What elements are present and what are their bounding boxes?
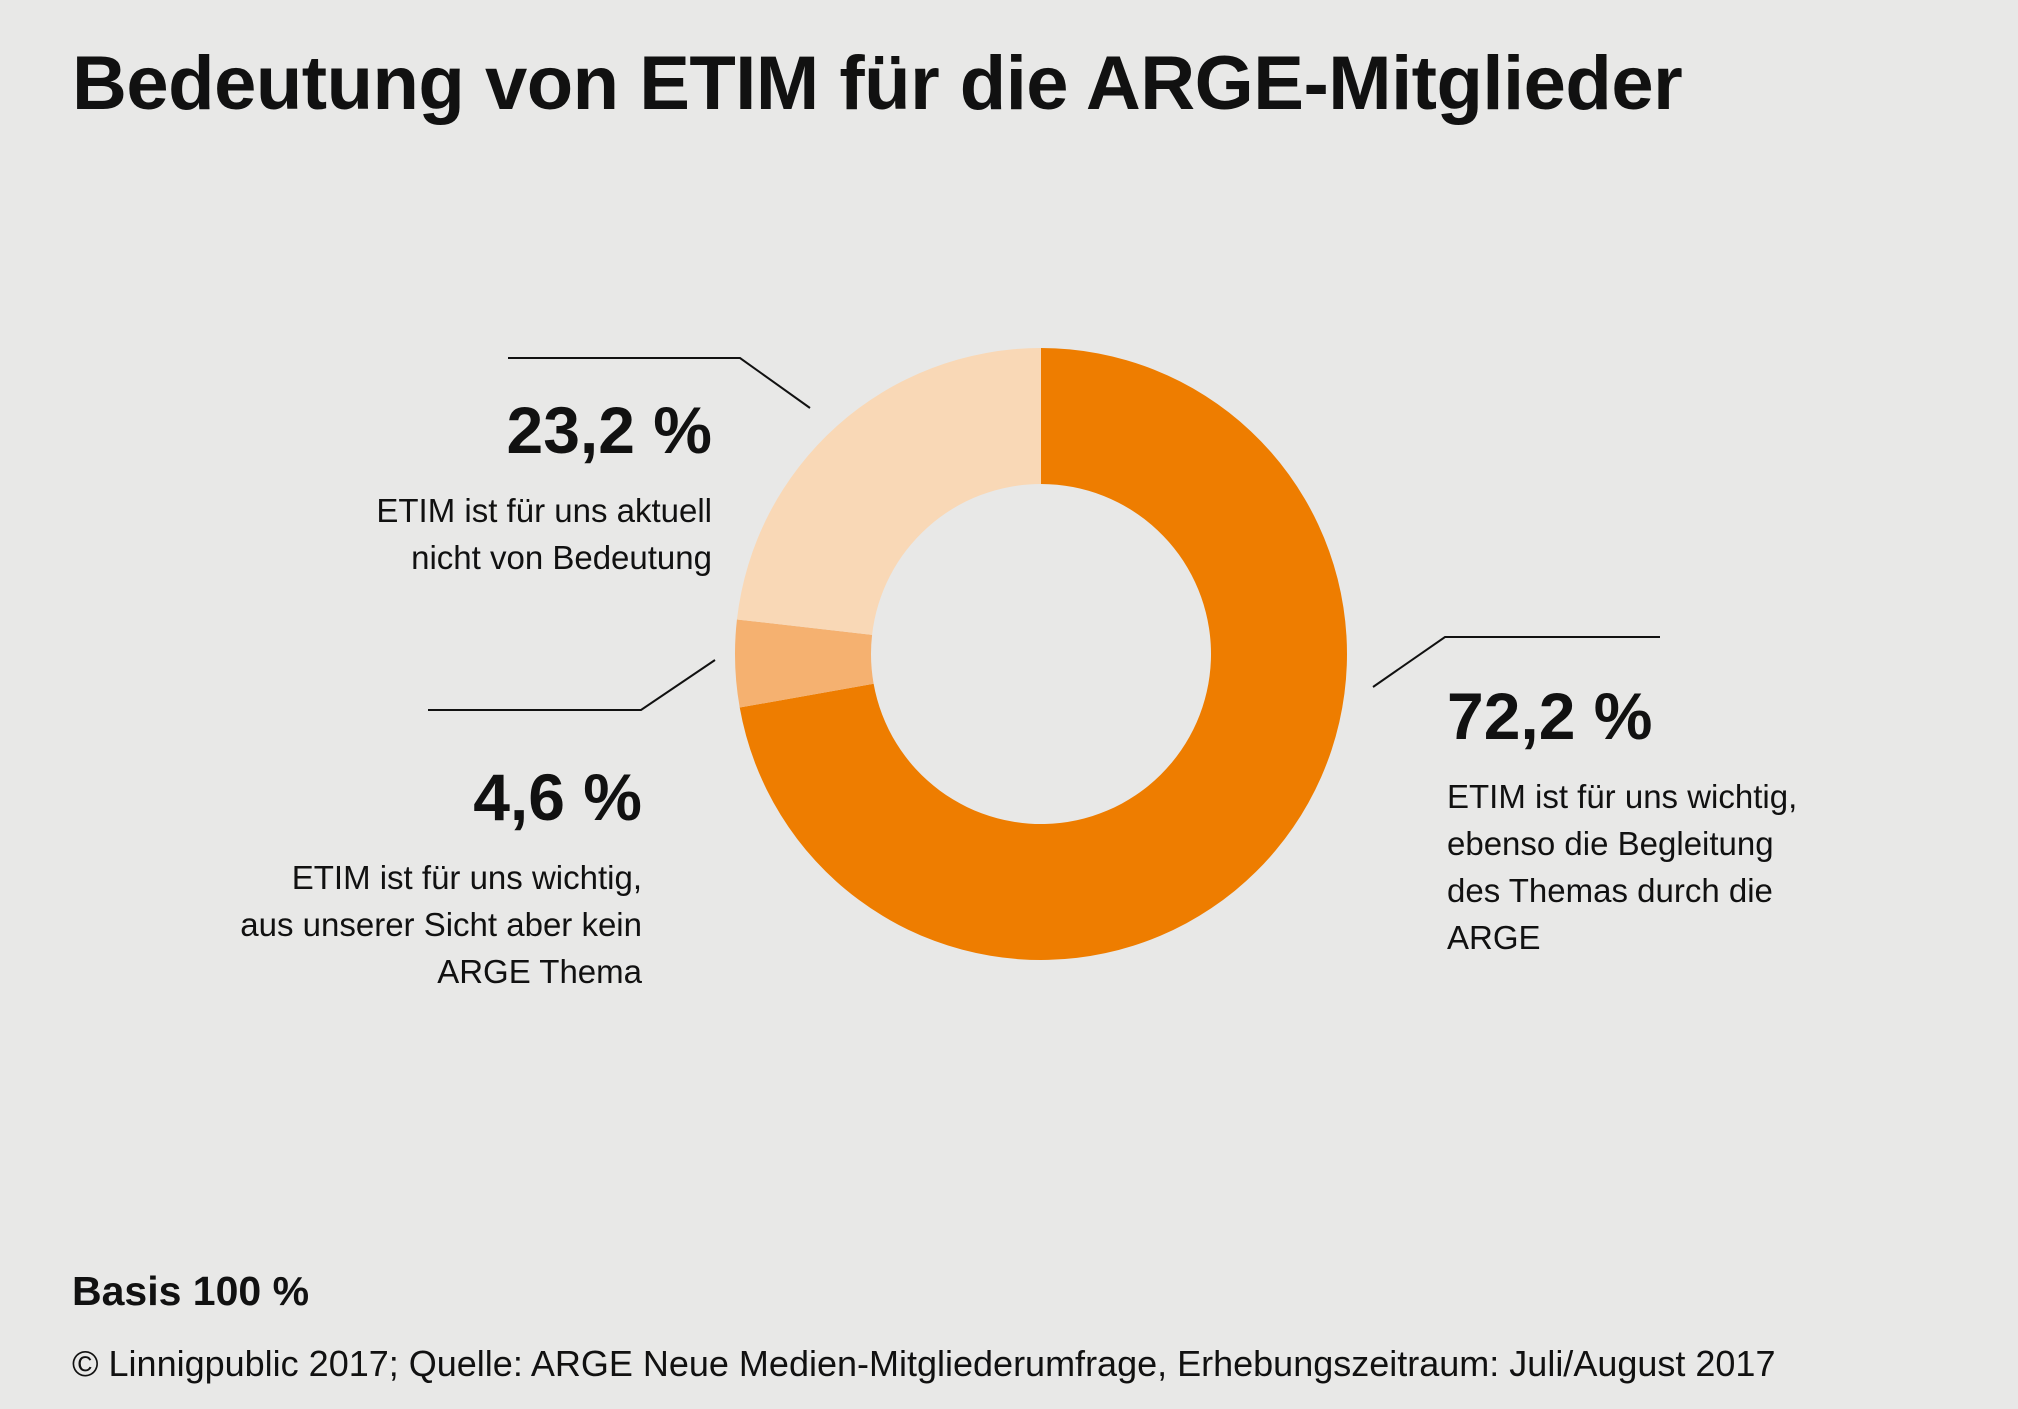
chart-title: Bedeutung von ETIM für die ARGE-Mitglied… [72,41,1683,126]
donut-slices [735,348,1347,960]
leader-line-4 [428,659,716,711]
desc-line: ETIM ist für uns wichtig, [1447,778,1798,815]
slice-label-72: 72,2 % ETIM ist für uns wichtig, ebenso … [1447,683,1887,961]
desc-line: ebenso die Begleitung [1447,825,1774,862]
leader-line-23 [508,357,811,409]
desc-line: ETIM ist für uns aktuell [376,492,712,529]
basis-note: Basis 100 % [72,1268,310,1314]
source-note: © Linnigpublic 2017; Quelle: ARGE Neue M… [72,1343,1776,1384]
desc-line: ARGE Thema [437,953,642,990]
slice-value-72: 72,2 % [1447,679,1653,753]
slice-label-23: 23,2 % ETIM ist für uns aktuell nicht vo… [230,397,712,581]
slice-label-4: 4,6 % ETIM ist für uns wichtig, aus unse… [140,764,642,995]
slice-value-23: 23,2 % [506,393,712,467]
desc-line: ARGE [1447,919,1541,956]
slice-description-72: ETIM ist für uns wichtig, ebenso die Beg… [1447,773,1887,961]
desc-line: nicht von Bedeutung [411,539,712,576]
donut-slice-2 [736,348,1041,635]
desc-line: aus unserer Sicht aber kein [240,906,642,943]
slice-description-4: ETIM ist für uns wichtig, aus unserer Si… [140,854,642,995]
leader-lines [428,357,1660,711]
desc-line: ETIM ist für uns wichtig, [291,859,642,896]
donut-slice-0 [739,348,1347,960]
donut-slice-1 [735,619,874,708]
slice-value-4: 4,6 % [473,760,642,834]
leader-line-72 [1372,636,1660,688]
slice-description-23: ETIM ist für uns aktuell nicht von Bedeu… [230,487,712,581]
desc-line: des Themas durch die [1447,872,1773,909]
